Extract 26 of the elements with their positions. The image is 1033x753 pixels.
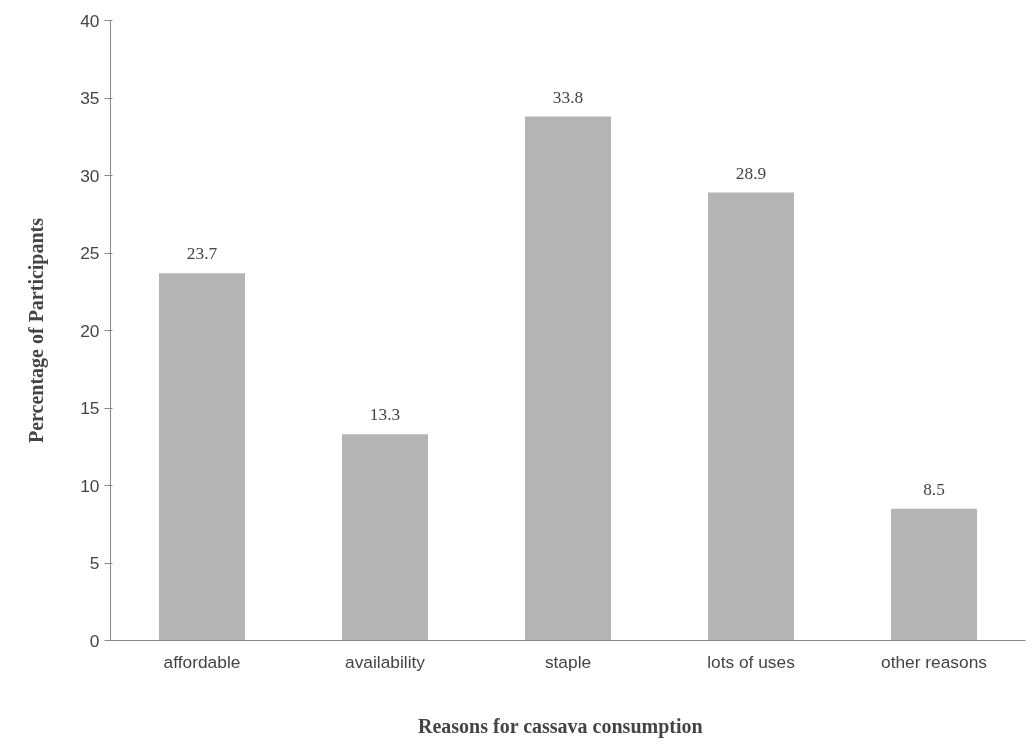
y-tick-label: 20 (80, 320, 100, 341)
y-tick-label: 40 (80, 10, 100, 31)
data-label: 23.7 (186, 244, 218, 264)
x-axis-title: Reasons for cassava consumption (417, 714, 703, 738)
x-tick-label: lots of uses (707, 651, 796, 672)
y-tick-label: 30 (80, 165, 100, 186)
x-tick-label: affordable (163, 651, 241, 672)
y-tick-label: 0 (89, 630, 100, 651)
data-label: 8.5 (923, 479, 945, 499)
data-label: 33.8 (552, 87, 584, 107)
y-tick-label: 5 (89, 553, 100, 573)
y-tick-label: 35 (80, 88, 100, 108)
x-tick-label: availability (345, 651, 426, 672)
x-tick-label: other reasons (881, 651, 988, 672)
bar (890, 508, 978, 641)
bar (524, 116, 612, 641)
data-label: 28.9 (735, 163, 767, 183)
y-axis-title: Percentage of Participants (25, 217, 49, 444)
x-tick-label: staple (544, 651, 592, 672)
bar (707, 192, 795, 641)
y-tick-label: 15 (80, 398, 100, 418)
y-tick-label: 25 (80, 243, 100, 263)
data-label: 13.3 (369, 405, 401, 425)
bar (341, 434, 429, 641)
y-tick-label: 10 (80, 475, 100, 496)
bar (158, 273, 246, 641)
